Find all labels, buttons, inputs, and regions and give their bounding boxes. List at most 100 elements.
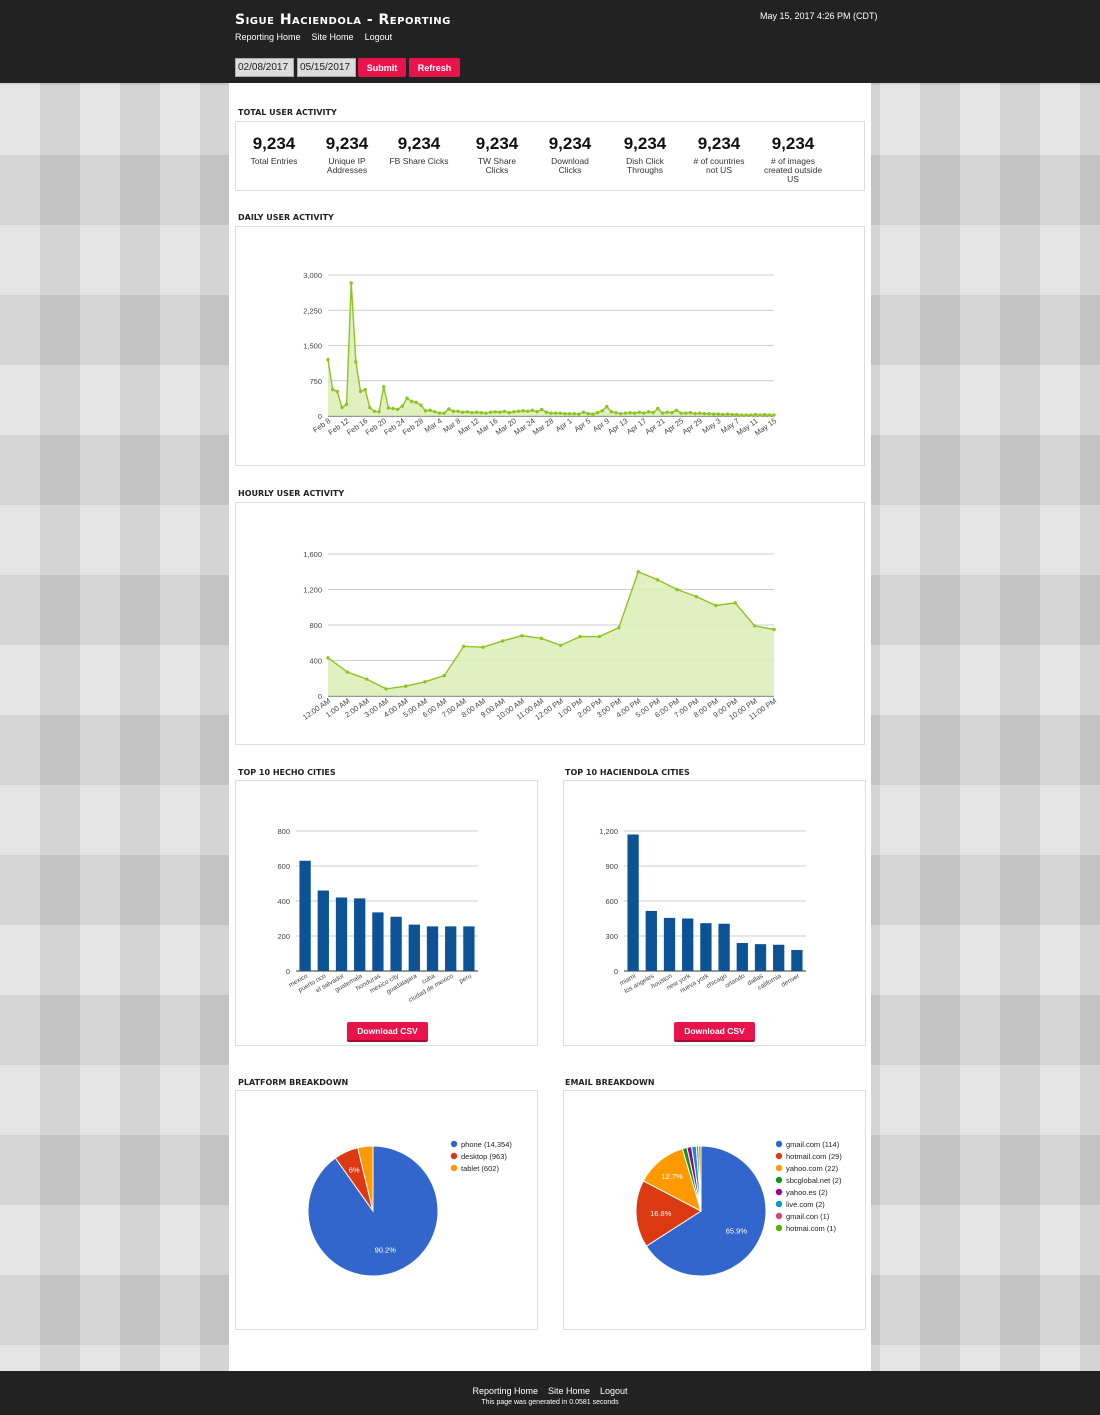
y-tick-label: 300	[605, 932, 618, 941]
nav-reporting-home[interactable]: Reporting Home	[235, 32, 301, 42]
bar	[299, 860, 311, 971]
email-pie-chart: 65.9% 16.8% 12.7% gmail.com (114) hotmail.co…	[635, 1140, 842, 1277]
data-point	[349, 281, 353, 285]
data-point	[405, 396, 409, 400]
data-point	[539, 636, 544, 641]
data-point	[767, 413, 772, 417]
data-point	[530, 408, 535, 413]
data-point	[447, 407, 451, 411]
data-point	[586, 411, 590, 416]
data-point	[739, 413, 744, 417]
data-point	[733, 601, 737, 605]
bar	[627, 834, 639, 971]
legend-label: live.com (2)	[786, 1200, 825, 1209]
top-nav: Reporting Home Site Home Logout	[235, 32, 392, 42]
email-breakdown-panel: 65.9% 16.8% 12.7% gmail.com (114) hotmail.co…	[563, 1090, 866, 1330]
y-tick-label: 400	[309, 657, 322, 666]
data-point	[423, 680, 427, 684]
refresh-button[interactable]: Refresh	[409, 58, 460, 77]
bar	[791, 950, 803, 971]
data-point	[646, 410, 651, 414]
data-point	[655, 578, 660, 582]
data-point	[600, 409, 604, 413]
data-point	[423, 409, 428, 413]
data-point	[521, 409, 525, 413]
data-point	[526, 409, 530, 413]
data-point	[479, 411, 484, 415]
pie-slice	[645, 1145, 767, 1277]
data-point	[609, 410, 614, 414]
data-point	[493, 410, 497, 414]
hecho-download-csv-button[interactable]: Download CSV	[347, 1022, 428, 1042]
data-point	[365, 677, 369, 681]
legend-swatch	[775, 1200, 783, 1208]
stat-value: 9,234	[697, 134, 741, 153]
daily-activity-panel: 0 750 1,500 2,250 3,000 Feb 8 Feb 12 Feb 16 Feb …	[235, 226, 865, 466]
data-point	[763, 412, 767, 417]
data-point	[772, 627, 776, 632]
data-point	[437, 411, 442, 415]
data-point	[488, 410, 493, 414]
nav-site-home[interactable]: Site Home	[311, 32, 354, 42]
slice-label: 12.7%	[661, 1172, 683, 1181]
platform-breakdown-panel: 90.2% 6% phone (14,354) desktop (963) tablet…	[235, 1090, 538, 1330]
bar	[335, 897, 348, 971]
data-point	[442, 411, 446, 415]
data-point	[377, 410, 381, 414]
data-point	[707, 411, 711, 416]
pie-slice	[635, 1180, 702, 1247]
main-content: Total User Activity 9,234 Total Entries …	[229, 83, 871, 1371]
data-point	[535, 410, 539, 414]
y-tick-label: 600	[277, 862, 290, 871]
stat-label: FB Share Cicks	[389, 156, 449, 166]
total-activity-panel: 9,234 Total Entries 9,234 Unique IP Addr…	[235, 121, 865, 191]
data-point	[744, 413, 748, 417]
data-point	[581, 410, 586, 414]
series-line	[327, 570, 775, 690]
pie-slice	[698, 1145, 702, 1212]
legend-swatch	[775, 1176, 783, 1184]
start-date-input[interactable]	[235, 58, 294, 77]
data-point	[563, 411, 567, 416]
data-point	[354, 360, 358, 364]
stat-value: 9,234	[771, 134, 815, 153]
legend-swatch	[775, 1152, 783, 1160]
legend-swatch	[450, 1164, 458, 1172]
platform-breakdown-title: Platform Breakdown	[238, 1078, 349, 1087]
slice-label: 65.9%	[726, 1226, 748, 1235]
submit-button[interactable]: Submit	[358, 58, 406, 77]
legend-label: yahoo.com (22)	[786, 1164, 839, 1173]
data-point	[400, 404, 405, 408]
legend-swatch	[775, 1188, 783, 1196]
stat-label: Dish Click Throughs	[626, 156, 664, 175]
legend-swatch	[775, 1212, 783, 1220]
data-point	[462, 644, 466, 648]
end-date-input[interactable]	[297, 58, 356, 77]
bar	[682, 918, 694, 971]
stat-value: 9,234	[252, 134, 296, 153]
haciendola-download-csv-button[interactable]: Download CSV	[674, 1022, 755, 1042]
data-point	[326, 357, 330, 362]
data-point	[326, 656, 330, 660]
bar	[463, 926, 475, 971]
nav-logout[interactable]: Logout	[364, 32, 393, 42]
data-point	[688, 411, 693, 415]
data-point	[694, 594, 699, 599]
data-point	[470, 411, 474, 415]
data-point	[461, 410, 465, 414]
y-tick-label: 600	[605, 897, 618, 906]
data-point	[578, 634, 582, 639]
data-point	[636, 570, 640, 574]
data-point	[591, 412, 595, 416]
y-tick-label: 200	[277, 932, 290, 941]
stat-download: 9,234 Download Clicks	[535, 134, 605, 175]
x-tick-label: denver	[780, 972, 801, 988]
footer-nav-logout[interactable]: Logout	[600, 1386, 628, 1396]
data-point	[372, 409, 377, 413]
data-point	[572, 411, 576, 416]
footer-nav-site-home[interactable]: Site Home	[547, 1386, 591, 1396]
bar	[372, 912, 384, 971]
footer-nav-reporting-home[interactable]: Reporting Home	[472, 1386, 538, 1396]
